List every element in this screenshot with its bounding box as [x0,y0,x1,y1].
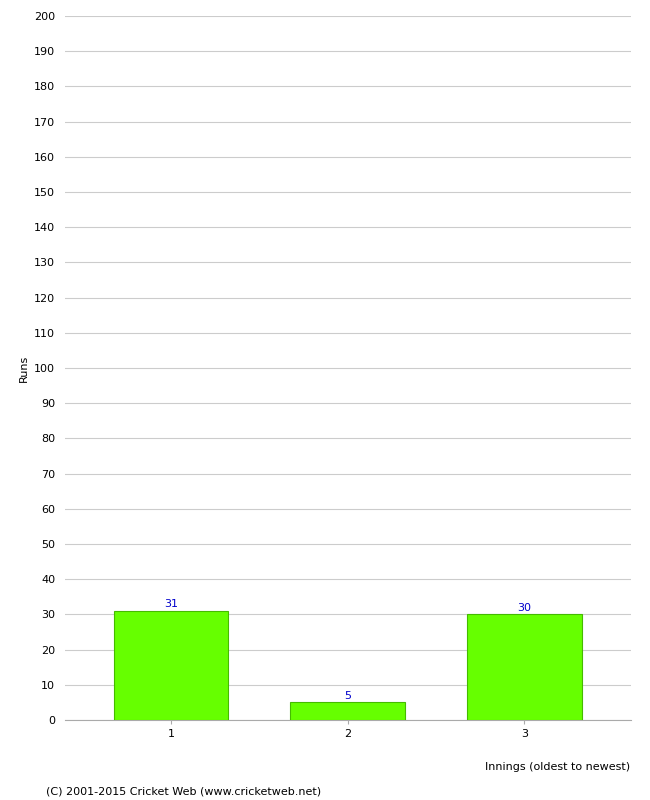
Y-axis label: Runs: Runs [19,354,29,382]
Text: Innings (oldest to newest): Innings (oldest to newest) [486,762,630,772]
Text: 31: 31 [164,599,178,609]
Bar [291,702,405,720]
Bar [114,611,228,720]
Text: 5: 5 [344,690,351,701]
Bar [467,614,582,720]
Text: (C) 2001-2015 Cricket Web (www.cricketweb.net): (C) 2001-2015 Cricket Web (www.cricketwe… [46,786,320,796]
Text: 30: 30 [517,602,532,613]
